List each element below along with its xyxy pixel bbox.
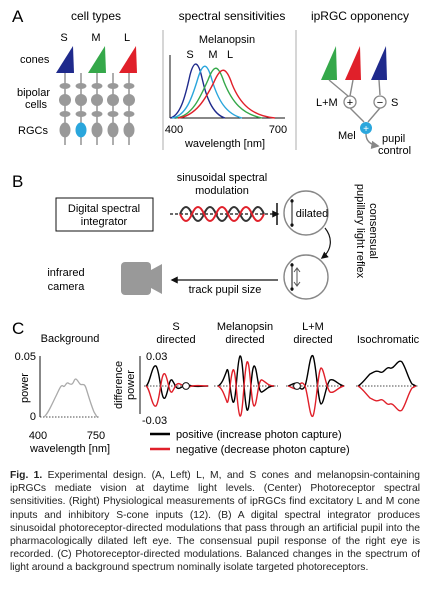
- panel-c-label: C: [12, 319, 24, 338]
- bg-x-tick-max: 750: [87, 430, 105, 442]
- panel-a: A cell types spectral sensitivities ipRG…: [12, 7, 411, 157]
- cone-letter-s: S: [60, 32, 67, 44]
- col-title-spectral: spectral sensitivities: [179, 9, 286, 23]
- background-title: Background: [41, 333, 100, 345]
- figure: A cell types spectral sensitivities ipRG…: [12, 7, 420, 456]
- opp-label-s: S: [391, 97, 398, 109]
- panel-c: C Background 0.05 0 power 400 750 wavele…: [12, 319, 420, 456]
- opp-plus-sign: +: [347, 97, 353, 109]
- plot-s-directed: [144, 365, 210, 407]
- opp-output-1: pupil: [382, 133, 405, 145]
- curve-label-l: L: [227, 49, 233, 61]
- plot-title-lm-1: L+M: [302, 321, 324, 333]
- ir-camera: [121, 262, 162, 295]
- panel-a-label: A: [12, 7, 24, 26]
- plot-title-iso-1: Isochromatic: [357, 334, 420, 346]
- camera-line2: camera: [48, 281, 86, 293]
- cone-s-shape: [56, 46, 74, 73]
- panel-b: B Digital spectral integrator sinusoidal…: [12, 172, 379, 300]
- opponency-diagram: + − L+M S + Mel pupil control: [316, 46, 411, 157]
- reflex-line1: consensual: [367, 203, 379, 259]
- neuron-column-5: [123, 73, 135, 145]
- bg-x-tick-min: 400: [29, 430, 47, 442]
- plot-title-lm-2: directed: [293, 334, 332, 346]
- opp-output-arrow: [365, 133, 380, 150]
- track-label: track pupil size: [189, 284, 262, 296]
- spectral-x-label: wavelength [nm]: [184, 138, 265, 150]
- col-title-cell-types: cell types: [71, 9, 121, 23]
- melanopsin-label: Melanopsin: [199, 34, 255, 46]
- spectral-x-tick-min: 400: [165, 124, 183, 136]
- cone-m-shape: [88, 46, 106, 73]
- plot-title-mel-1: Melanopsin: [217, 321, 273, 333]
- opp-output-2: control: [378, 145, 411, 157]
- curve-label-m: M: [208, 49, 217, 61]
- camera-line1: infrared: [47, 267, 84, 279]
- modulation-wave-black: [179, 206, 265, 222]
- modulation-wave-red: [179, 206, 265, 222]
- cone-letter-m: M: [91, 32, 100, 44]
- curve-l: [177, 69, 276, 119]
- curve-label-s: S: [186, 49, 193, 61]
- neuron-column-1: [59, 73, 71, 145]
- curve-melanopsin: [171, 65, 243, 119]
- opp-minus-sign: −: [377, 97, 383, 109]
- col-title-opponency: ipRGC opponency: [311, 9, 409, 23]
- plot-isochromatic: [356, 360, 418, 412]
- diff-y-label-2: power: [125, 370, 137, 400]
- bg-y-tick-top: 0.05: [15, 351, 36, 363]
- neuron-column-4: [107, 73, 119, 145]
- diff-y-label-1: difference: [113, 361, 125, 409]
- panel-b-label: B: [12, 172, 23, 191]
- bg-y-label: power: [19, 373, 31, 403]
- neuron-column-3: [91, 73, 103, 145]
- neuron-column-2: [75, 73, 87, 145]
- modulation-line2: modulation: [195, 185, 249, 197]
- plot-lm-directed: [286, 355, 346, 417]
- reflex-line2: pupillary light reflex: [354, 184, 366, 279]
- right-eye: [283, 254, 329, 300]
- modulation-line1: sinusoidal spectral: [177, 172, 268, 184]
- opp-mel-plus: +: [363, 124, 369, 135]
- cone-letter-l: L: [124, 32, 130, 44]
- figure-caption: Fig. 1. Experimental design. (A, Left) L…: [10, 469, 420, 575]
- integrator-line1: Digital spectral: [68, 203, 140, 215]
- legend: positive (increase photon capture) negat…: [150, 429, 350, 456]
- legend-negative-text: negative (decrease photon capture): [176, 444, 350, 456]
- plot-mel-directed: [214, 355, 278, 417]
- dilated-label: dilated: [296, 208, 328, 220]
- row-label-rgcs: RGCs: [18, 125, 48, 137]
- curve-m: [175, 67, 263, 119]
- bg-y-tick-bottom: 0: [30, 411, 36, 423]
- cone-l-shape: [119, 46, 137, 73]
- reflex-arrow: [320, 227, 331, 259]
- diff-y-tick-bottom: -0.03: [142, 415, 167, 427]
- opp-cone-l: [345, 46, 361, 80]
- plot-title-s-2: directed: [156, 334, 195, 346]
- opp-mel-node: [360, 122, 372, 134]
- integrator-line2: integrator: [81, 216, 128, 228]
- spectral-sensitivity-plot: Melanopsin S M L 400 700 wavelength [nm]: [165, 34, 287, 150]
- integrator-box: [55, 197, 154, 232]
- curve-s: [169, 63, 226, 119]
- plot-title-mel-2: directed: [225, 334, 264, 346]
- plot-title-s-1: S: [172, 321, 179, 333]
- caption-text: Experimental design. (A, Left) L, M, and…: [10, 470, 420, 574]
- row-label-cones: cones: [20, 54, 50, 66]
- diff-y-tick-top: 0.03: [146, 351, 167, 363]
- row-label-bipolar-1: bipolar: [17, 87, 50, 99]
- opp-label-lm: L+M: [316, 97, 338, 109]
- row-label-bipolar-2: cells: [25, 99, 48, 111]
- spectral-x-tick-max: 700: [269, 124, 287, 136]
- legend-positive-text: positive (increase photon capture): [176, 429, 342, 441]
- opp-cone-s: [371, 46, 387, 80]
- iprgc-cell: [75, 122, 87, 138]
- left-eye: [283, 190, 329, 236]
- opp-label-mel: Mel: [338, 130, 356, 142]
- bg-x-label: wavelength [nm]: [29, 443, 110, 455]
- opp-cone-m: [321, 46, 337, 80]
- caption-head: Fig. 1.: [10, 470, 43, 481]
- background-spectrum: [43, 378, 98, 418]
